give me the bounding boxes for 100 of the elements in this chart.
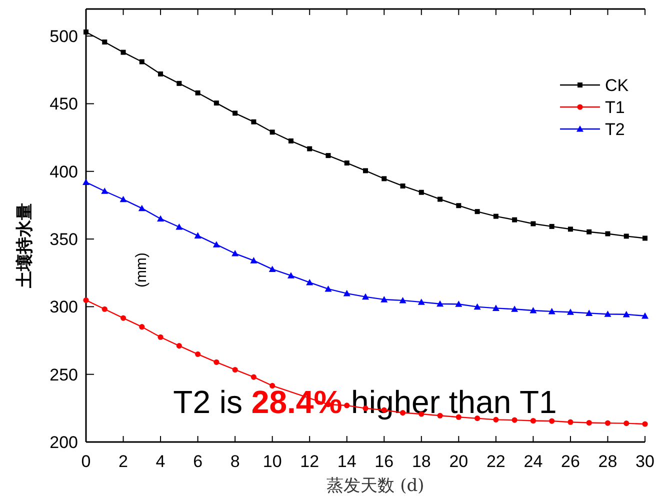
point [474,416,480,422]
point [436,300,444,307]
point [549,418,555,424]
x-tick-label: 8 [230,452,240,471]
point [363,168,368,174]
point [270,130,275,135]
point [157,215,164,222]
point [250,374,256,380]
point [84,30,88,35]
point [492,304,500,311]
x-tick-label: 16 [374,452,394,471]
point [530,221,536,226]
x-tick-label: 26 [561,452,580,471]
x-tick-label: 20 [449,452,468,471]
point [474,209,480,214]
point [288,138,294,144]
point [512,417,518,423]
point [214,359,220,365]
point [512,217,518,222]
x-tick-label: 22 [486,452,506,471]
point [568,419,574,425]
x-tick-label: 18 [412,452,431,471]
x-tick-label: 12 [300,452,320,471]
point [139,324,145,330]
point [455,300,462,307]
y-tick-label: 400 [50,162,78,182]
y-tick-label: 500 [50,27,78,46]
x-tick-label: 28 [598,452,618,471]
point [530,418,536,424]
point [400,183,406,188]
point [306,278,314,286]
point [548,308,556,314]
point [326,153,331,158]
point [158,334,164,340]
y-tick-label: 300 [50,298,78,317]
point [530,306,537,314]
point [586,420,592,426]
point [344,160,350,166]
point [438,196,443,202]
y-tick-label: 350 [50,230,78,250]
y-tick-label: 200 [50,433,78,452]
point [566,308,574,315]
legend-label: T2 [605,120,625,139]
x-tick-label: 24 [524,452,543,471]
point [120,50,126,55]
point [232,250,239,256]
point [138,204,146,212]
point [456,414,462,420]
point [344,402,350,408]
point [212,241,220,248]
point [586,310,593,316]
point [270,382,276,389]
point [380,296,388,302]
y-tick-label: 250 [50,365,78,384]
point [102,40,108,45]
point [474,303,481,310]
point [624,420,630,426]
x-tick-label: 6 [193,452,203,471]
point [307,146,312,152]
point [195,351,201,357]
point [195,90,200,96]
point [418,190,424,195]
point [605,231,610,236]
point [82,178,90,185]
point [251,119,256,124]
point [120,196,127,202]
point [83,297,89,303]
point [622,310,630,318]
point [604,310,612,317]
point [642,236,648,241]
point [214,100,219,106]
point [382,176,387,182]
point [232,366,238,373]
point [642,312,648,319]
point [362,293,369,300]
point [287,272,294,278]
point [456,203,462,208]
point [194,232,202,238]
y-axis-title: 土壤持水量 [15,203,34,289]
x-axis-title: 蒸发天数 (d) [326,476,424,496]
point [493,416,499,422]
annotation: (mm) [133,252,150,288]
point [343,290,350,296]
point [120,315,126,321]
point [399,296,406,304]
point [176,80,182,86]
legend-label: CK [605,76,630,95]
x-tick-label: 14 [337,452,356,471]
point [158,71,164,76]
point [568,226,573,232]
x-tick-label: 0 [81,452,91,471]
point [549,224,554,229]
x-tick-label: 30 [636,452,654,471]
x-tick-label: 2 [118,452,128,471]
x-tick-label: 4 [156,452,166,471]
point [268,266,276,272]
point [511,306,518,312]
point [642,421,648,427]
point [250,257,258,264]
point [586,229,592,234]
